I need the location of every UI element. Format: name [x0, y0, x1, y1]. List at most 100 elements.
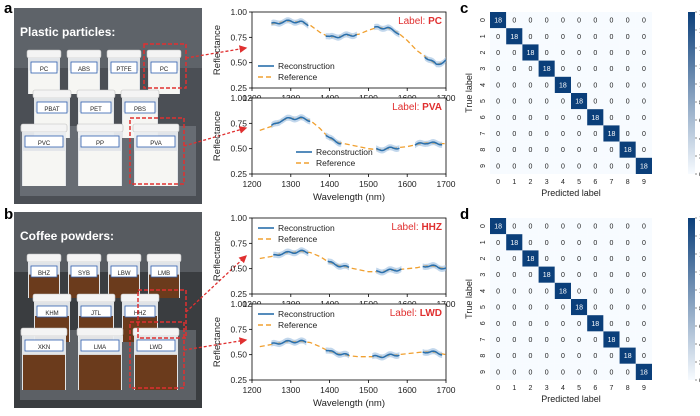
panel-letter-d: d	[460, 206, 470, 223]
cm-cell	[506, 315, 523, 332]
callout-arrow	[183, 337, 248, 351]
cm-cell	[554, 141, 571, 158]
bottle-label-text: PET	[90, 107, 102, 113]
cm-cell-value: 0	[593, 18, 597, 25]
bottle-label	[80, 135, 120, 148]
cm-cell	[603, 60, 620, 77]
cm-cell-value: 0	[626, 131, 630, 138]
sample-label-prefix: Label:	[390, 308, 420, 319]
cm-cell-value: 0	[529, 288, 533, 295]
cm-cell-value: 18	[640, 369, 648, 376]
cm-x-tick-label: 9	[642, 179, 646, 186]
cm-cell-value: 0	[593, 147, 597, 154]
cm-cell-value: 0	[496, 256, 500, 263]
bottle-content	[23, 150, 65, 186]
bottle-label-text: PVA	[150, 141, 162, 147]
cm-x-tick-label: 3	[545, 385, 549, 392]
cm-cell	[635, 299, 652, 316]
cm-cell	[490, 315, 507, 332]
cm-cell-value: 0	[545, 82, 549, 89]
bottle-label	[30, 265, 58, 278]
x-axis-label: Wavelength (nm)	[313, 398, 385, 409]
legend-label: Reference	[316, 158, 355, 168]
cm-cell-value: 0	[529, 163, 533, 170]
cm-cell	[603, 12, 620, 29]
cm-cell	[619, 315, 636, 332]
cm-cell	[506, 282, 523, 299]
cm-cell	[587, 76, 604, 93]
panel-letter-a: a	[4, 0, 13, 17]
cm-cell	[571, 315, 588, 332]
bottle-label	[136, 339, 176, 352]
cm-cell	[587, 282, 604, 299]
bottle-label-text: PC	[160, 67, 169, 73]
cm-cell-value: 0	[577, 66, 581, 73]
cm-cell	[603, 363, 620, 380]
reconstruction-line	[373, 25, 400, 36]
cm-cell-value: 0	[496, 288, 500, 295]
cm-cell	[619, 76, 636, 93]
bottle-label-text: PC	[40, 67, 49, 73]
cm-cell-value: 0	[626, 337, 630, 344]
cm-cell-value: 0	[577, 18, 581, 25]
cm-cell	[571, 299, 588, 316]
y-axis-label: Reflectance	[212, 111, 223, 161]
legend-label: Reconstruction	[278, 223, 335, 233]
cm-cell-value: 0	[496, 50, 500, 57]
cm-cell-value: 0	[561, 305, 565, 312]
cm-cell	[554, 12, 571, 29]
cm-cell	[635, 315, 652, 332]
cm-cell-value: 0	[593, 256, 597, 263]
cm-cell	[587, 347, 604, 364]
photo-title: Plastic particles:	[20, 25, 115, 39]
cm-cell	[554, 282, 571, 299]
cm-y-tick-label: 5	[480, 99, 487, 103]
reconstruction-band	[271, 337, 307, 348]
cm-y-axis-label: True label	[464, 73, 474, 113]
y-tick-label: 0.25	[230, 169, 247, 179]
cm-cell-value: 0	[496, 131, 500, 138]
cm-cell	[571, 93, 588, 110]
bottle-label	[36, 305, 68, 318]
cm-cell	[619, 60, 636, 77]
cm-cell-value: 0	[642, 224, 646, 231]
legend-label: Reference	[278, 72, 317, 82]
cm-cell	[635, 218, 652, 235]
cm-x-tick-label: 6	[593, 179, 597, 186]
cm-cell-value: 0	[610, 240, 614, 247]
reconstruction-line	[271, 19, 309, 27]
cm-cell	[603, 93, 620, 110]
cm-cell	[490, 12, 507, 29]
bottle-label-text: LMA	[94, 345, 106, 351]
cm-cell-value: 0	[626, 99, 630, 106]
cm-cell-value: 0	[642, 34, 646, 41]
cm-cell	[571, 234, 588, 251]
bottle-label-text: JTL	[91, 311, 102, 317]
cm-cell	[571, 250, 588, 267]
cm-cell-value: 0	[561, 240, 565, 247]
cm-cell-value: 0	[642, 256, 646, 263]
reconstruction-line	[327, 260, 350, 269]
cm-cell-value: 0	[545, 240, 549, 247]
sample-label-prefix: Label:	[391, 222, 421, 233]
cm-cell	[554, 60, 571, 77]
cm-cell-value: 0	[642, 353, 646, 360]
cm-cell	[619, 93, 636, 110]
cm-cell	[635, 44, 652, 61]
cm-cell-value: 0	[529, 147, 533, 154]
cm-cell	[619, 363, 636, 380]
cm-cell	[619, 331, 636, 348]
cm-cell	[554, 44, 571, 61]
reconstruction-line	[325, 134, 342, 145]
cm-cell	[538, 157, 555, 174]
cm-cell-value: 0	[545, 256, 549, 263]
cm-cell-value: 0	[610, 66, 614, 73]
confusion-matrix-d: 18 0 0 0 0 0 0 0 0 00 18 0 0 0 0 0 0 0 00 0 18 0 0 0 0 0 0 00 0 0 18 0 0…	[464, 216, 700, 405]
cm-cell	[490, 266, 507, 283]
cm-cell	[538, 266, 555, 283]
y-tick-label: 0.25	[230, 289, 247, 299]
cm-cell-value: 0	[577, 131, 581, 138]
reconstruction-line	[414, 141, 443, 146]
cm-cell	[490, 109, 507, 126]
cm-cell	[619, 347, 636, 364]
